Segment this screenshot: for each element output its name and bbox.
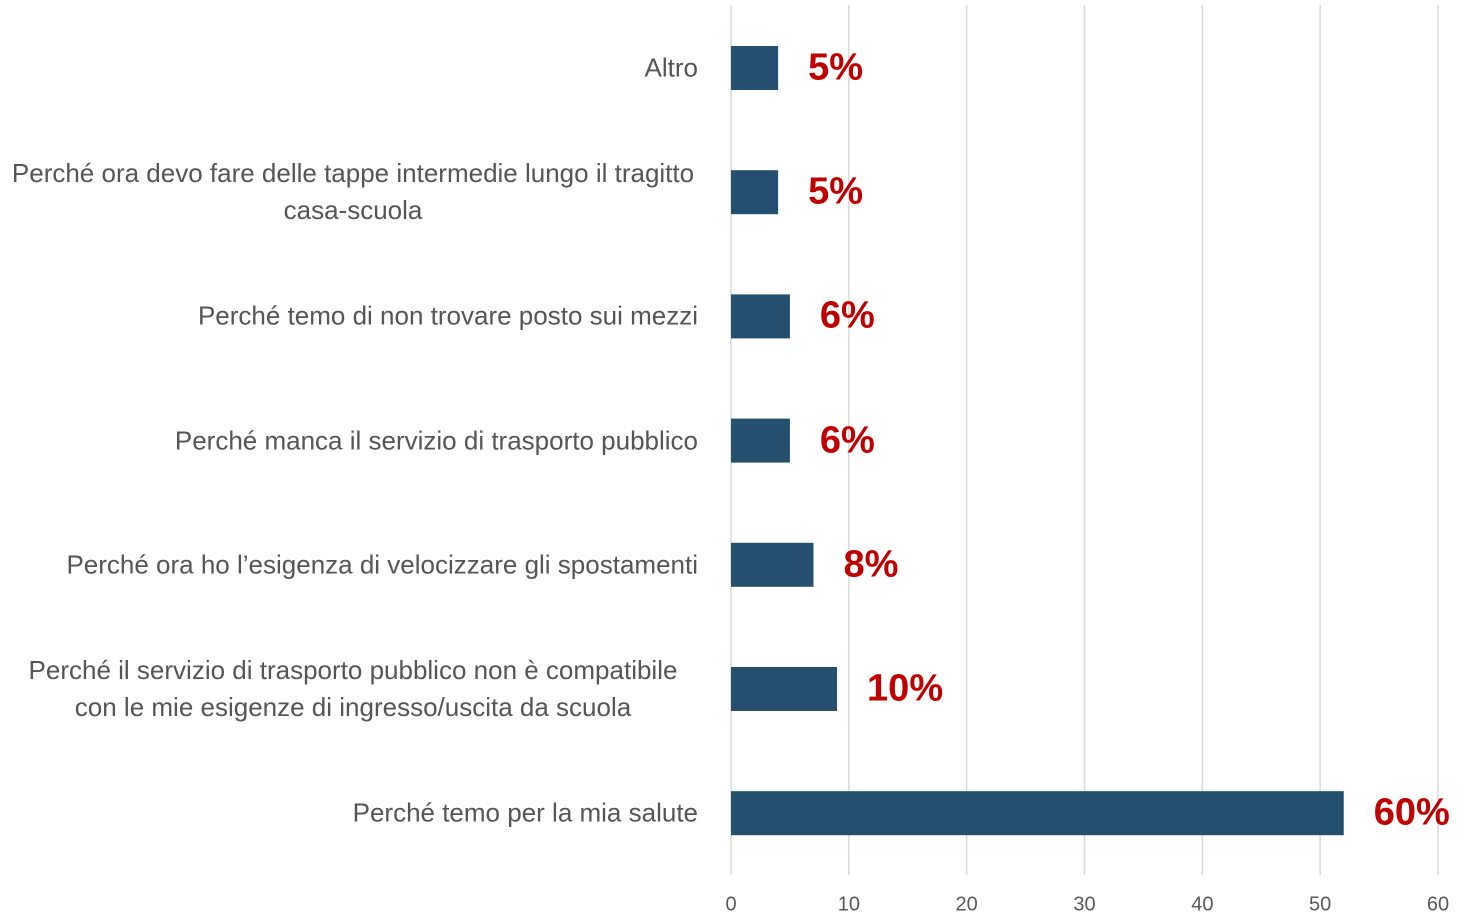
category-label: Perché temo di non trovare posto sui mez… bbox=[0, 298, 698, 335]
x-tick-label: 40 bbox=[1191, 893, 1213, 915]
bar-annotation: 10% bbox=[867, 667, 944, 710]
category-text: Perché manca il servizio di trasporto pu… bbox=[174, 425, 698, 456]
bar-annotation: 6% bbox=[819, 294, 875, 337]
x-tick-label: 0 bbox=[725, 893, 736, 915]
category-label: Perché manca il servizio di trasporto pu… bbox=[0, 422, 698, 459]
bar bbox=[731, 46, 779, 90]
bar bbox=[731, 170, 779, 215]
bar-annotation: 5% bbox=[808, 46, 864, 89]
bar-annotation: 60% bbox=[1373, 791, 1450, 834]
bar-annotation: 6% bbox=[819, 419, 875, 462]
category-label: Altro bbox=[0, 50, 698, 87]
x-tick-label: 60 bbox=[1427, 893, 1449, 915]
x-tick-label: 50 bbox=[1309, 893, 1331, 915]
category-label: Perché ora ho l’esigenza di velocizzare … bbox=[0, 546, 698, 583]
category-text: Perché temo per la mia salute bbox=[352, 797, 698, 828]
category-text: Perché temo di non trovare posto sui mez… bbox=[197, 300, 698, 331]
bar bbox=[731, 542, 814, 587]
x-tick-label: 30 bbox=[1073, 893, 1095, 915]
category-text: Altro bbox=[644, 52, 698, 83]
x-tick-label: 10 bbox=[838, 893, 860, 915]
bar-annotation: 8% bbox=[843, 543, 899, 586]
category-label: Perché il servizio di trasporto pubblico… bbox=[0, 652, 698, 726]
bar bbox=[731, 294, 790, 339]
bar-annotation: 5% bbox=[808, 170, 864, 213]
bar bbox=[731, 418, 790, 463]
bar bbox=[731, 667, 838, 711]
category-label: Perché ora devo fare delle tappe interme… bbox=[0, 155, 698, 229]
category-text: Perché ora ho l’esigenza di velocizzare … bbox=[66, 549, 698, 580]
category-label: Perché temo per la mia salute bbox=[0, 795, 698, 832]
category-text: Perché il servizio di trasporto pubblico… bbox=[28, 655, 678, 722]
category-text: Perché ora devo fare delle tappe interme… bbox=[11, 158, 695, 226]
x-tick-label: 20 bbox=[956, 893, 978, 915]
bar bbox=[731, 791, 1344, 836]
